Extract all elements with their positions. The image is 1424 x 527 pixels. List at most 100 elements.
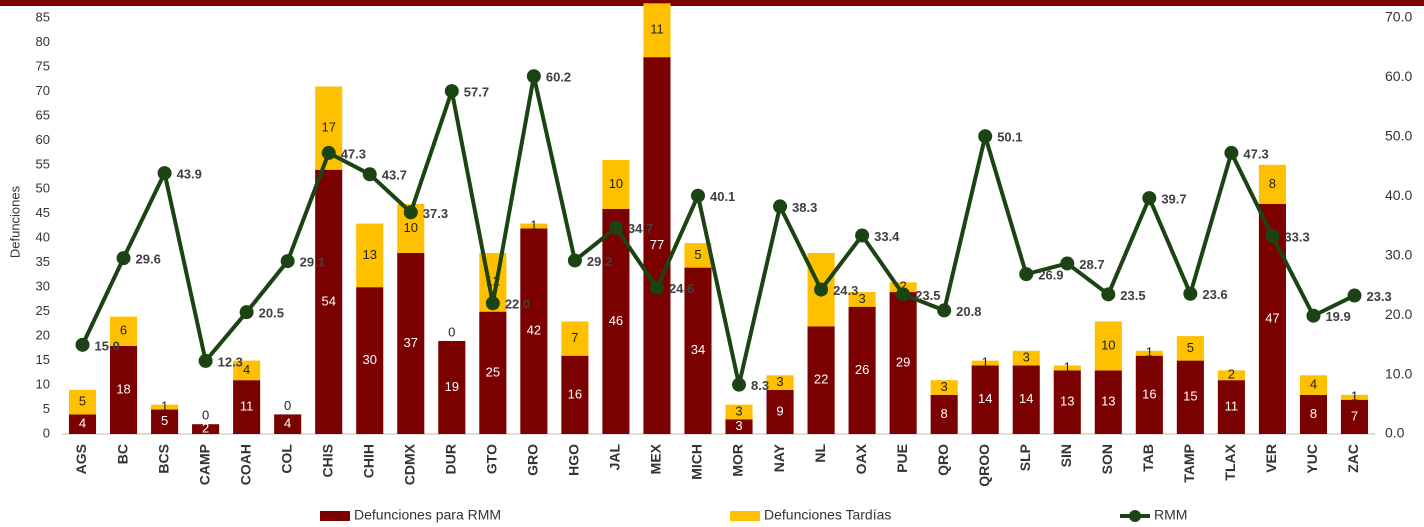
rmm-point	[198, 353, 213, 368]
bar-segment	[1299, 375, 1327, 395]
bar-value-label: 8	[941, 406, 948, 421]
y-tick-label: 85	[36, 9, 50, 24]
legend-label: RMM	[1154, 507, 1187, 523]
y2-tick-label: 30.0	[1385, 246, 1412, 262]
x-tick-label: BC	[114, 444, 130, 464]
rmm-value-label: 20.5	[259, 306, 284, 321]
rmm-value-label: 19.9	[1325, 309, 1350, 324]
bar-segment	[1094, 370, 1122, 434]
bar-segment	[1012, 350, 1040, 366]
bar-value-label: 11	[650, 22, 664, 37]
rmm-value-label: 34.7	[628, 221, 653, 236]
rmm-point	[321, 145, 336, 160]
y2-tick-label: 20.0	[1385, 306, 1412, 322]
bar-segment	[602, 208, 630, 434]
bar-segment	[725, 404, 753, 420]
bar-segment	[192, 424, 220, 434]
bar-segment	[1094, 321, 1122, 371]
rmm-value-label: 47.3	[1243, 146, 1268, 161]
x-tick-label: COAH	[237, 444, 253, 485]
bar-segment	[766, 389, 794, 434]
rmm-value-label: 38.3	[792, 200, 817, 215]
bar-segment	[1217, 370, 1245, 381]
bar-value-label: 1	[161, 399, 168, 414]
y2-tick-label: 10.0	[1385, 365, 1412, 381]
bar-value-label: 3	[941, 379, 948, 394]
bar-value-label: 34	[691, 342, 705, 357]
bar-value-label: 8	[1269, 176, 1276, 191]
bar-segment	[520, 228, 548, 434]
bar-segment	[1012, 365, 1040, 434]
x-tick-label: CDMX	[401, 443, 417, 485]
y-tick-label: 30	[36, 279, 50, 294]
bar-value-label: 3	[858, 291, 865, 306]
bar-value-label: 25	[486, 364, 500, 379]
bar-segment	[1176, 336, 1204, 361]
bar-value-label: 5	[79, 394, 86, 409]
bar-segment	[1053, 370, 1081, 434]
bar-value-label: 3	[776, 374, 783, 389]
x-tick-label: BCS	[155, 444, 171, 474]
bar-segment	[233, 360, 261, 381]
bar-value-label: 19	[445, 379, 459, 394]
bar-value-label: 5	[161, 413, 168, 428]
rmm-value-label: 23.3	[1366, 289, 1391, 304]
bar-value-label: 29	[896, 354, 910, 369]
legend-swatch	[320, 511, 350, 521]
rmm-point	[1101, 287, 1116, 302]
bar-value-label: 1	[1351, 389, 1358, 404]
y-tick-label: 45	[36, 205, 50, 220]
bar-segment	[930, 380, 958, 395]
rmm-value-label: 23.5	[1120, 288, 1145, 303]
legend-label: Defunciones para RMM	[354, 507, 501, 523]
y2-tick-label: 50.0	[1385, 128, 1412, 144]
bar-segment	[1176, 360, 1204, 434]
bar-value-label: 54	[321, 293, 335, 308]
bar-segment	[1340, 394, 1369, 400]
rmm-value-label: 37.3	[423, 206, 448, 221]
rmm-point	[608, 220, 623, 235]
rmm-value-label: 57.7	[464, 85, 489, 100]
rmm-value-label: 22.0	[505, 297, 530, 312]
x-tick-label: SIN	[1058, 444, 1074, 467]
bar-value-label: 47	[1265, 310, 1279, 325]
rmm-point	[1265, 229, 1280, 244]
y-tick-label: 5	[43, 401, 50, 416]
rmm-point	[485, 296, 500, 311]
bar-value-label: 13	[363, 247, 377, 262]
rmm-point	[239, 305, 254, 320]
bar-segment	[643, 3, 671, 58]
x-tick-label: MOR	[730, 444, 746, 477]
bar-segment	[930, 394, 958, 434]
x-tick-label: ZAC	[1345, 444, 1361, 473]
x-tick-label: CHIH	[360, 444, 376, 478]
legend-marker	[1129, 510, 1141, 522]
x-tick-label: DUR	[443, 444, 459, 474]
bar-value-label: 8	[1310, 406, 1317, 421]
bar-segment	[1299, 394, 1327, 434]
y-tick-label: 20	[36, 328, 50, 343]
bar-value-label: 13	[1060, 394, 1074, 409]
bar-value-label: 13	[1101, 394, 1115, 409]
x-tick-label: COL	[278, 444, 294, 474]
rmm-value-label: 40.1	[710, 189, 735, 204]
rmm-value-label: 33.4	[874, 229, 900, 244]
rmm-point	[444, 84, 459, 99]
rmm-line	[80, 75, 1356, 386]
bar-value-label: 2	[900, 279, 907, 294]
rmm-value-label: 60.2	[546, 70, 571, 85]
rmm-value-label: 24.6	[669, 281, 694, 296]
x-tick-label: TAMP	[1181, 444, 1197, 483]
x-tick-label: VER	[1263, 444, 1279, 473]
rmm-value-label: 26.9	[1038, 268, 1063, 283]
bar-segment	[766, 375, 794, 390]
bar-value-label: 3	[735, 403, 742, 418]
bar-value-label: 18	[116, 381, 130, 396]
y-tick-label: 35	[36, 254, 50, 269]
bar-value-label: 4	[284, 416, 291, 431]
rmm-point	[280, 254, 295, 269]
bar-segment	[520, 223, 548, 229]
bar-value-label: 14	[1019, 391, 1033, 406]
bar-segment	[438, 341, 466, 434]
